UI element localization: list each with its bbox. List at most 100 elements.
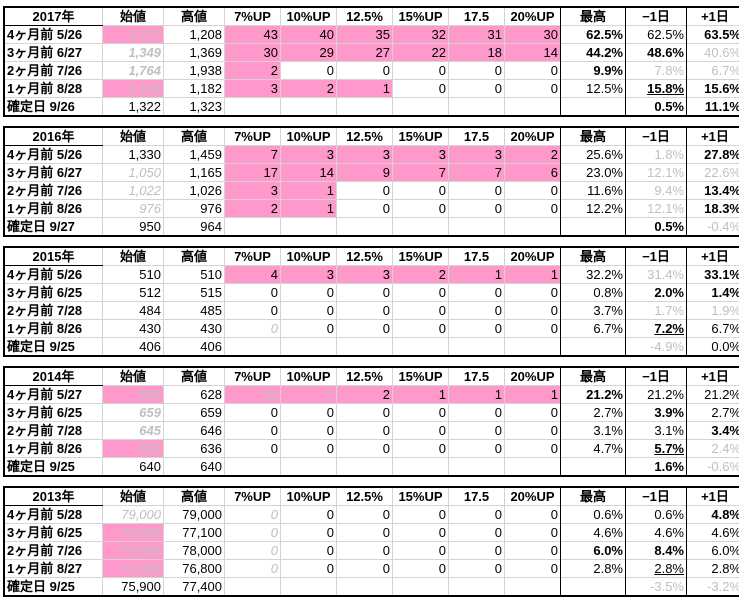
cell[interactable]: 0 [505, 284, 561, 302]
cell[interactable]: 0 [505, 302, 561, 320]
column-header[interactable]: 始値 [103, 367, 164, 386]
cell[interactable]: 1,165 [164, 164, 225, 182]
cell[interactable] [225, 578, 281, 597]
cell[interactable]: 44.2% [561, 44, 626, 62]
cell[interactable]: 0 [449, 440, 505, 458]
cell[interactable] [225, 458, 281, 477]
cell[interactable]: 30 [225, 44, 281, 62]
row-label[interactable]: 4ヶ月前 5/26 [4, 146, 103, 164]
cell[interactable]: 0 [449, 542, 505, 560]
row-label[interactable]: 確定日 9/25 [4, 338, 103, 357]
cell[interactable]: 22.6% [687, 164, 739, 182]
column-header[interactable]: 10%UP [281, 127, 337, 146]
column-header[interactable]: +1日 [687, 127, 739, 146]
cell[interactable]: 0 [281, 302, 337, 320]
row-label[interactable]: 2ヶ月前 7/26 [4, 182, 103, 200]
column-header[interactable]: 7%UP [225, 7, 281, 26]
cell[interactable]: 75,000 [103, 542, 164, 560]
column-header[interactable]: 15%UP [393, 247, 449, 266]
cell[interactable] [225, 98, 281, 117]
cell[interactable]: 32 [393, 26, 449, 44]
cell[interactable]: 2.8% [561, 560, 626, 578]
cell[interactable] [225, 218, 281, 237]
cell[interactable]: 510 [164, 266, 225, 284]
cell[interactable]: 0.6% [626, 506, 687, 524]
cell[interactable]: 0 [281, 62, 337, 80]
cell[interactable]: 628 [164, 386, 225, 404]
column-header[interactable]: 高値 [164, 487, 225, 506]
cell[interactable]: 0 [281, 422, 337, 440]
row-label[interactable]: 確定日 9/27 [4, 218, 103, 237]
cell[interactable]: 640 [164, 458, 225, 477]
cell[interactable]: 0 [393, 182, 449, 200]
row-label[interactable]: 3ヶ月前 6/25 [4, 524, 103, 542]
cell[interactable]: 4.6% [626, 524, 687, 542]
cell[interactable]: 0 [225, 560, 281, 578]
cell[interactable]: 2.8% [687, 560, 739, 578]
cell[interactable]: 0.0% [687, 338, 739, 357]
cell[interactable]: 1 [449, 266, 505, 284]
cell[interactable]: 1.8% [626, 146, 687, 164]
cell[interactable]: 6.0% [687, 542, 739, 560]
cell[interactable]: 14 [281, 164, 337, 182]
cell[interactable]: 0 [225, 320, 281, 338]
cell[interactable]: 0 [281, 404, 337, 422]
cell[interactable] [337, 338, 393, 357]
row-label[interactable]: 4ヶ月前 5/26 [4, 266, 103, 284]
cell[interactable]: 9.9% [561, 62, 626, 80]
cell[interactable]: 0 [337, 404, 393, 422]
cell[interactable]: 3.9% [626, 404, 687, 422]
cell[interactable]: 8.4% [626, 542, 687, 560]
cell[interactable]: 0 [393, 200, 449, 218]
row-label[interactable]: 1ヶ月前 8/28 [4, 80, 103, 98]
row-label[interactable]: 確定日 9/25 [4, 578, 103, 597]
cell[interactable]: 0 [449, 524, 505, 542]
cell[interactable]: 0.5% [626, 218, 687, 237]
cell[interactable]: 7.8% [626, 62, 687, 80]
cell[interactable]: 21.2% [687, 386, 739, 404]
cell[interactable]: 0 [225, 404, 281, 422]
cell[interactable]: 7 [449, 164, 505, 182]
cell[interactable] [449, 98, 505, 117]
cell[interactable]: 9.4% [626, 182, 687, 200]
cell[interactable]: 0 [393, 62, 449, 80]
cell[interactable]: -3.5% [626, 578, 687, 597]
cell[interactable]: 3 [281, 266, 337, 284]
column-header[interactable]: 10%UP [281, 247, 337, 266]
cell[interactable]: 976 [103, 200, 164, 218]
cell[interactable]: 0 [393, 560, 449, 578]
cell[interactable]: 1,323 [164, 98, 225, 117]
cell[interactable]: 7 [225, 146, 281, 164]
cell[interactable]: 0 [393, 422, 449, 440]
cell[interactable]: 484 [103, 302, 164, 320]
cell[interactable]: 1,369 [164, 44, 225, 62]
cell[interactable]: 950 [103, 218, 164, 237]
cell[interactable]: 0 [449, 404, 505, 422]
cell[interactable]: 63.5% [687, 26, 739, 44]
cell[interactable]: 0 [505, 62, 561, 80]
cell[interactable]: 15.8% [626, 80, 687, 98]
cell[interactable]: 31.4% [626, 266, 687, 284]
cell[interactable]: 2.7% [561, 404, 626, 422]
cell[interactable]: 0 [449, 560, 505, 578]
cell[interactable]: 3.1% [626, 422, 687, 440]
year-label[interactable]: 2016年 [4, 127, 103, 146]
cell[interactable]: 0 [449, 182, 505, 200]
cell[interactable]: 4 [225, 266, 281, 284]
cell[interactable] [561, 338, 626, 357]
cell[interactable]: 659 [103, 404, 164, 422]
cell[interactable]: 0 [449, 320, 505, 338]
row-label[interactable]: 1ヶ月前 8/26 [4, 440, 103, 458]
cell[interactable]: 0 [449, 302, 505, 320]
column-header[interactable]: 10%UP [281, 487, 337, 506]
cell[interactable]: 48.6% [626, 44, 687, 62]
column-header[interactable]: 20%UP [505, 487, 561, 506]
cell[interactable] [281, 98, 337, 117]
cell[interactable]: 0 [393, 320, 449, 338]
cell[interactable]: 2.8% [626, 560, 687, 578]
cell[interactable]: 6 [505, 164, 561, 182]
row-label[interactable]: 2ヶ月前 7/26 [4, 542, 103, 560]
cell[interactable]: 0 [505, 524, 561, 542]
cell[interactable]: 1.4% [687, 284, 739, 302]
cell[interactable]: 0.5% [626, 98, 687, 117]
